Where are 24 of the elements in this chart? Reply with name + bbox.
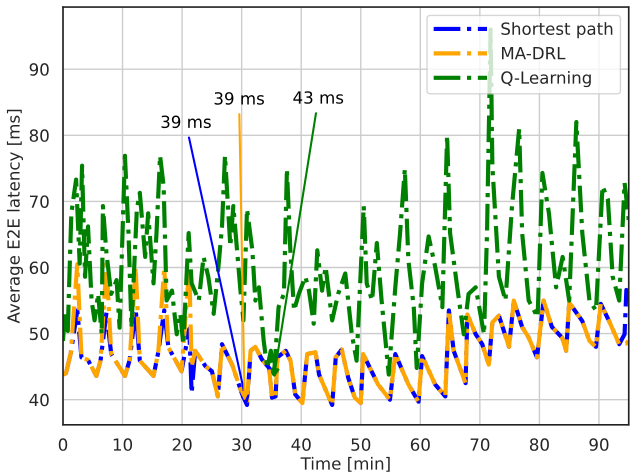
legend-label: MA-DRL <box>502 47 566 60</box>
x-tick-label: 20 <box>172 438 192 451</box>
x-tick-label: 40 <box>291 438 311 451</box>
annotation: 39 ms <box>161 116 211 128</box>
x-tick-label: 50 <box>351 438 370 451</box>
y-tick-label: 50 <box>30 328 49 340</box>
y-tick-label: 60 <box>30 261 49 274</box>
y-tick-label: 80 <box>30 129 49 142</box>
x-tick-label: 0 <box>58 438 68 451</box>
y-tick-label: 40 <box>29 394 49 406</box>
x-tick-label: 80 <box>530 438 549 451</box>
x-tick-label: 60 <box>410 438 430 451</box>
x-axis-title: Time [min] <box>300 456 390 472</box>
x-tick-label: 30 <box>232 438 252 451</box>
x-tick-label: 90 <box>589 438 608 451</box>
y-tick-label: 70 <box>30 195 49 208</box>
annotation: 43 ms <box>293 91 344 104</box>
x-tick-label: 10 <box>114 438 132 451</box>
y-axis-title: Average E2E latency [ms] <box>6 110 24 324</box>
x-tick-label: 70 <box>470 438 490 451</box>
legend-label: Shortest path <box>501 22 612 38</box>
y-tick-label: 90 <box>30 63 49 76</box>
legend-label: Q-Learning <box>501 71 591 88</box>
annotation: 39 ms <box>214 92 264 105</box>
